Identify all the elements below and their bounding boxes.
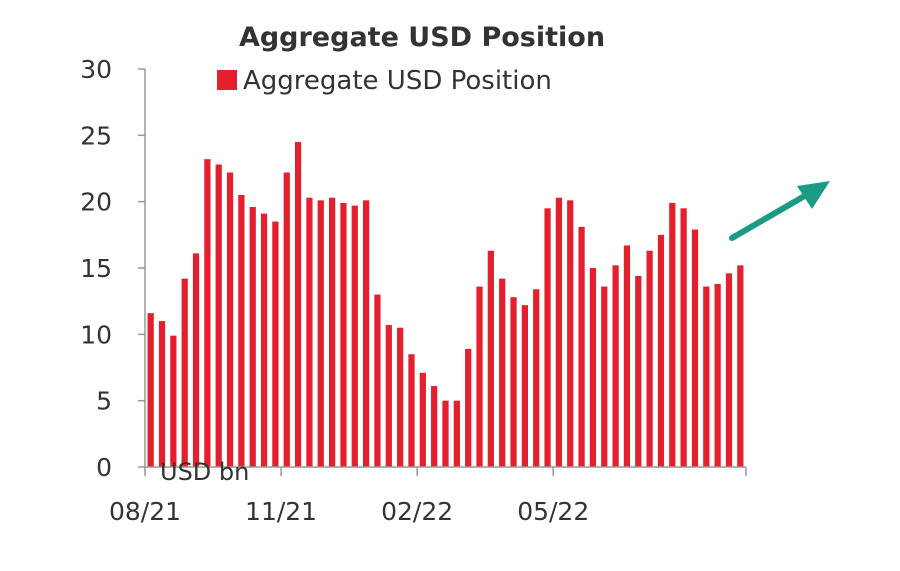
- bar: [510, 297, 517, 467]
- bar: [204, 159, 211, 467]
- bar: [691, 229, 699, 467]
- bar: [170, 335, 177, 467]
- y-tick-label: 20: [80, 188, 112, 217]
- bar: [317, 200, 324, 467]
- bar: [306, 197, 313, 467]
- x-tick-label: 11/21: [245, 497, 317, 526]
- chart-title: Aggregate USD Position: [239, 22, 605, 53]
- bar: [340, 202, 347, 468]
- bar: [226, 172, 234, 468]
- y-tick-label: 30: [80, 55, 112, 84]
- bar: [680, 208, 687, 468]
- y-axis-ticks: 0 5 10 15 20 25 30: [80, 55, 145, 482]
- x-tick-label: 05/22: [517, 497, 589, 526]
- x-tick-label: 02/22: [381, 497, 453, 526]
- bar: [669, 202, 676, 468]
- bar: [260, 213, 268, 467]
- x-tick-label: 08/21: [109, 497, 181, 526]
- bar: [272, 221, 279, 467]
- y-tick-label: 15: [80, 254, 112, 283]
- legend-swatch: [217, 70, 237, 90]
- bar: [623, 245, 631, 467]
- bar: [192, 253, 200, 467]
- bar: [646, 250, 653, 467]
- bar: [215, 164, 222, 467]
- bar: [544, 208, 551, 468]
- bar: [442, 400, 449, 467]
- bar: [158, 321, 166, 467]
- y-unit-label: USD bn: [160, 458, 249, 486]
- bar: [181, 278, 188, 467]
- y-tick-label: 25: [80, 121, 112, 150]
- legend-label: Aggregate USD Position: [243, 66, 552, 96]
- bar: [419, 372, 426, 467]
- bar: [567, 200, 574, 467]
- bar: [521, 305, 528, 467]
- bar: [147, 313, 154, 467]
- bar: [612, 265, 619, 467]
- bar: [703, 286, 710, 467]
- bars: [147, 141, 744, 468]
- bar: [499, 278, 506, 467]
- y-tick-label: 10: [80, 320, 112, 349]
- bar: [578, 226, 585, 467]
- bar: [363, 200, 370, 467]
- bar: [533, 289, 540, 467]
- y-tick-label: 0: [96, 453, 112, 482]
- legend: Aggregate USD Position: [217, 66, 552, 96]
- bar: [374, 294, 381, 467]
- bar: [487, 250, 494, 467]
- trend-arrow-shaft: [729, 191, 811, 241]
- bar: [465, 348, 472, 467]
- bar: [555, 197, 563, 467]
- bar: [635, 275, 642, 467]
- trend-arrow-head: [797, 181, 830, 209]
- y-tick-label: 5: [96, 387, 112, 416]
- bar: [476, 286, 483, 467]
- bar: [737, 265, 744, 467]
- bar: [283, 172, 290, 468]
- bar: [351, 205, 358, 467]
- bar: [294, 141, 302, 467]
- trend-arrow: [729, 181, 830, 241]
- bar: [453, 400, 460, 467]
- x-axis-ticks: 08/21 11/21 02/22 05/22: [109, 467, 747, 526]
- bar: [328, 197, 336, 467]
- bar: [725, 273, 733, 467]
- bar: [431, 386, 438, 467]
- bar: [397, 327, 404, 467]
- bar: [238, 195, 245, 467]
- bar: [589, 268, 597, 467]
- bar: [408, 354, 415, 467]
- bar: [714, 283, 721, 467]
- bar: [249, 206, 256, 467]
- bar: [601, 286, 608, 467]
- bar: [385, 325, 392, 467]
- bar: [657, 234, 665, 467]
